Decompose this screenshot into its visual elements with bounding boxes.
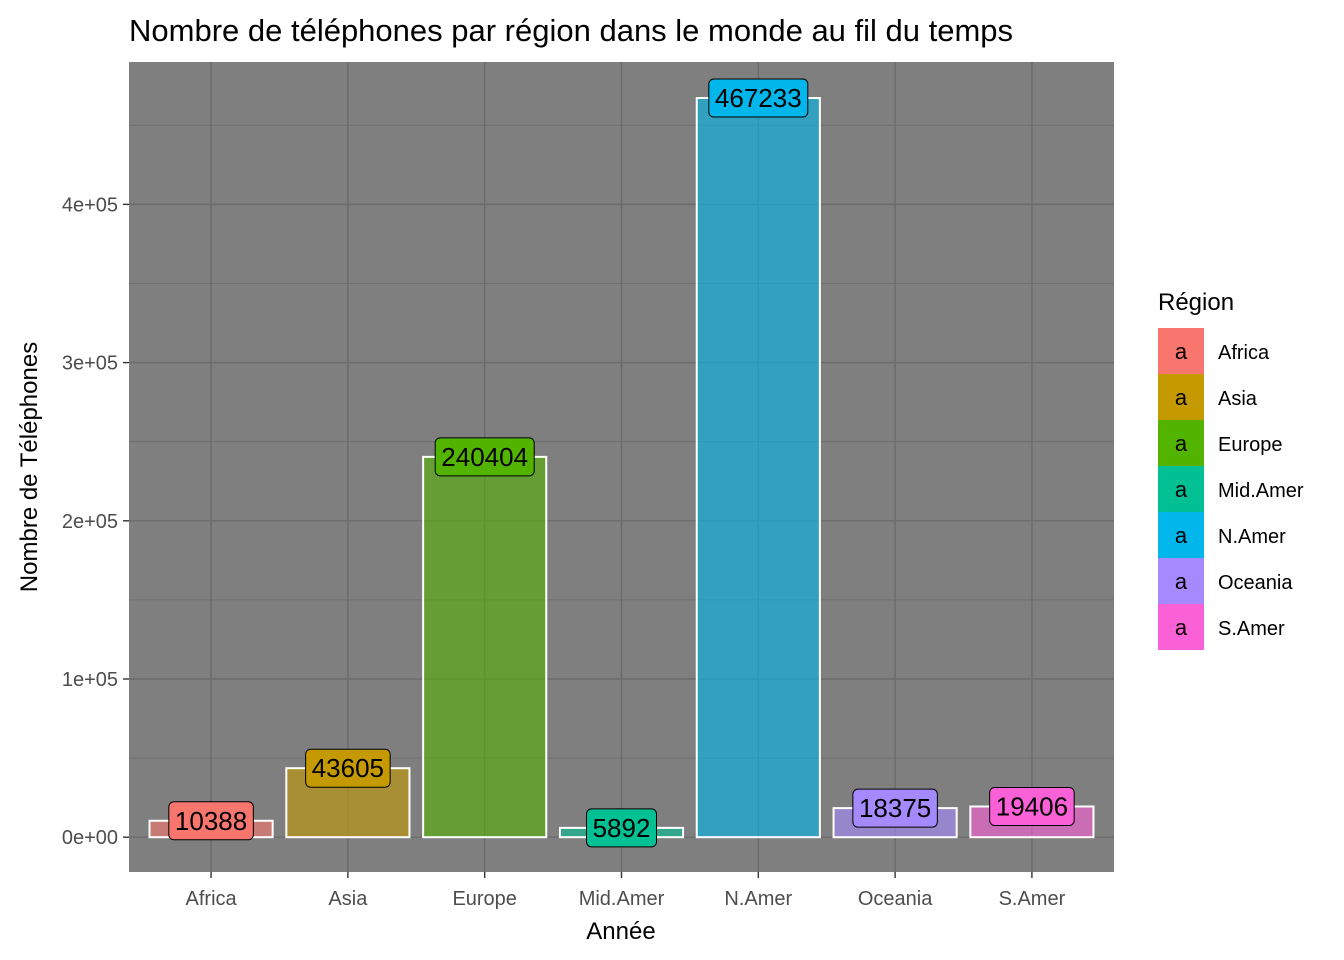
data-label-box-europe bbox=[434, 437, 535, 477]
x-tick-label: Oceania bbox=[858, 888, 933, 910]
x-tick-label: Africa bbox=[186, 888, 238, 910]
legend-swatch-oceania bbox=[1158, 558, 1204, 604]
legend-swatch-asia bbox=[1158, 374, 1204, 420]
legend-label-africa: Africa bbox=[1218, 342, 1270, 364]
data-label-box-s-amer bbox=[989, 786, 1075, 826]
legend-label-s-amer: S.Amer bbox=[1218, 618, 1285, 640]
y-tick-label: 1e+05 bbox=[62, 669, 118, 691]
data-label-mid-amer: 5892 bbox=[593, 813, 651, 843]
legend-key-glyph: a bbox=[1175, 523, 1188, 548]
legend-swatch-n-amer bbox=[1158, 512, 1204, 558]
legend-swatch-s-amer bbox=[1158, 604, 1204, 650]
y-tick-label: 0e+00 bbox=[62, 827, 118, 849]
x-tick-label: Europe bbox=[452, 888, 517, 910]
x-axis-title: Année bbox=[586, 918, 655, 945]
x-tick-label: N.Amer bbox=[724, 888, 792, 910]
legend-label-europe: Europe bbox=[1218, 434, 1283, 456]
data-label-asia: 43605 bbox=[312, 753, 384, 783]
legend: Région a Africa a Asia a Europe a Mid.Amer a N.Am… bbox=[1158, 289, 1304, 650]
legend-swatch-europe bbox=[1158, 420, 1204, 466]
data-label-africa: 10388 bbox=[175, 806, 247, 836]
data-label-box-n-amer bbox=[708, 78, 809, 118]
legend-key-glyph: a bbox=[1175, 431, 1188, 456]
data-label-n-amer: 467233 bbox=[715, 83, 802, 113]
data-labels: 10388 43605 240404 5892 467233 18375 19406 bbox=[168, 78, 1075, 848]
data-label-oceania: 18375 bbox=[859, 793, 931, 823]
legend-label-oceania: Oceania bbox=[1218, 572, 1293, 594]
data-label-box-oceania bbox=[852, 788, 938, 828]
y-tick-label: 3e+05 bbox=[62, 353, 118, 375]
legend-label-asia: Asia bbox=[1218, 388, 1258, 410]
bar-n-amer bbox=[695, 97, 821, 839]
chart-title: Nombre de téléphones par région dans le … bbox=[129, 13, 1013, 48]
data-label-s-amer: 19406 bbox=[996, 791, 1068, 821]
legend-label-n-amer: N.Amer bbox=[1218, 526, 1286, 548]
x-tick-label: Asia bbox=[328, 888, 368, 910]
legend-key-glyph: a bbox=[1175, 385, 1188, 410]
y-tick-label: 2e+05 bbox=[62, 511, 118, 533]
x-tick-label: S.Amer bbox=[999, 888, 1066, 910]
y-tick-label: 4e+05 bbox=[62, 194, 118, 216]
legend-label-mid-amer: Mid.Amer bbox=[1218, 480, 1304, 502]
legend-swatch-africa bbox=[1158, 328, 1204, 374]
legend-swatch-mid-amer bbox=[1158, 466, 1204, 512]
data-label-box-africa bbox=[168, 801, 254, 841]
bar-europe bbox=[422, 455, 548, 839]
legend-key-glyph: a bbox=[1175, 569, 1188, 594]
y-axis-title: Nombre de Téléphones bbox=[16, 342, 43, 592]
data-label-europe: 240404 bbox=[441, 442, 528, 472]
x-tick-label: Mid.Amer bbox=[579, 888, 665, 910]
axes: 0e+00 1e+05 2e+05 3e+05 4e+05 Africa Asia Europ… bbox=[62, 194, 1066, 910]
data-label-box-mid-amer bbox=[586, 808, 657, 848]
legend-key-glyph: a bbox=[1175, 477, 1188, 502]
legend-key-glyph: a bbox=[1175, 339, 1188, 364]
legend-title: Région bbox=[1158, 289, 1234, 316]
data-label-box-asia bbox=[305, 748, 391, 788]
legend-key-glyph: a bbox=[1175, 615, 1188, 640]
